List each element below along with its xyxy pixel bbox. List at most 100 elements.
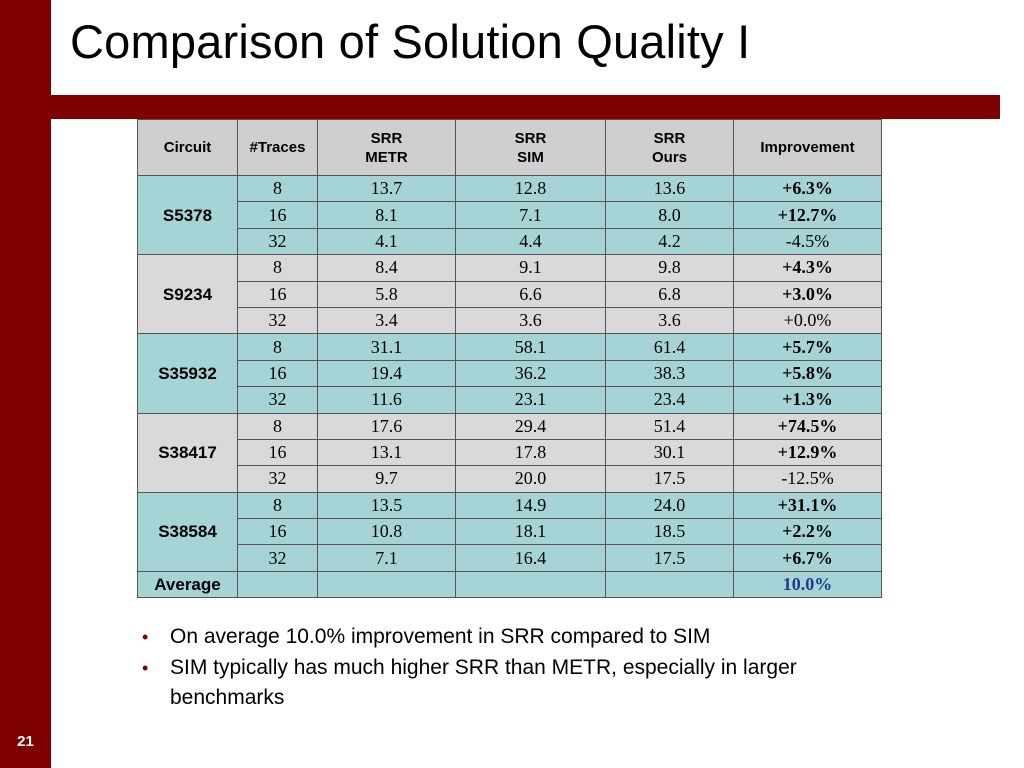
empty-cell — [605, 570, 734, 599]
srr-ours-cell: 23.4 — [605, 386, 734, 414]
table-row: 32 11.6 23.1 23.4 +1.3% — [138, 386, 882, 414]
srr-ours-cell: 18.5 — [605, 518, 734, 546]
srr-ours-cell: 61.4 — [605, 333, 734, 361]
srr-sim-cell: 17.8 — [455, 438, 606, 467]
bullet-icon: • — [142, 627, 149, 647]
table-body: S5378 8 13.7 12.8 13.6 +6.3% 16 8.1 7.1 8.0 +12.7%… — [137, 174, 882, 599]
table-row: 16 19.4 36.2 38.3 +5.8% — [138, 359, 882, 388]
traces-cell: 32 — [237, 465, 318, 493]
srr-metr-cell: 19.4 — [317, 359, 456, 388]
average-label: Average — [137, 570, 238, 599]
table-row: 32 9.7 20.0 17.5 -12.5% — [138, 465, 882, 493]
title-rule — [51, 95, 1000, 119]
bullet-list: • On average 10.0% improvement in SRR com… — [140, 622, 900, 714]
traces-cell: 8 — [237, 333, 318, 361]
bullet-item: • SIM typically has much higher SRR than … — [140, 653, 900, 713]
srr-metr-cell: 13.1 — [317, 438, 456, 467]
srr-metr-cell: 3.4 — [317, 306, 456, 335]
table-row: 32 4.1 4.4 4.2 -4.5% — [138, 227, 882, 256]
srr-metr-cell: 31.1 — [317, 333, 456, 361]
table-row: 16 8.1 7.1 8.0 +12.7% — [138, 201, 882, 229]
improvement-cell: +5.7% — [733, 333, 882, 361]
header-label: SRR Ours — [651, 129, 687, 166]
table-row: 16 13.1 17.8 30.1 +12.9% — [138, 438, 882, 467]
traces-cell: 8 — [237, 174, 318, 203]
improvement-cell: +6.7% — [733, 544, 882, 572]
improvement-cell: +74.5% — [733, 412, 882, 440]
left-accent-bar — [0, 0, 51, 768]
bullet-text: On average 10.0% improvement in SRR comp… — [170, 625, 711, 648]
header-improvement: Improvement — [733, 119, 882, 176]
srr-metr-cell: 7.1 — [317, 544, 456, 572]
header-traces: #Traces — [237, 119, 318, 176]
srr-metr-cell: 17.6 — [317, 412, 456, 440]
traces-cell: 16 — [237, 359, 318, 388]
header-circuit: Circuit — [137, 119, 238, 176]
improvement-cell: -4.5% — [733, 227, 882, 256]
srr-ours-cell: 17.5 — [605, 544, 734, 572]
empty-cell — [237, 570, 318, 599]
table-row: S35932 8 31.1 58.1 61.4 +5.7% — [137, 333, 882, 414]
srr-sim-cell: 14.9 — [455, 491, 606, 520]
srr-metr-cell: 9.7 — [317, 465, 456, 493]
srr-ours-cell: 51.4 — [605, 412, 734, 440]
table-header-row: Circuit #Traces SRR METR SRR SIM SRR Our… — [137, 119, 882, 176]
traces-cell: 16 — [237, 518, 318, 546]
header-label: SRR METR — [365, 129, 408, 166]
average-improvement: 10.0% — [733, 570, 882, 599]
table-row: 16 5.8 6.6 6.8 +3.0% — [138, 280, 882, 308]
improvement-cell: +31.1% — [733, 491, 882, 520]
srr-sim-cell: 4.4 — [455, 227, 606, 256]
srr-sim-cell: 7.1 — [455, 201, 606, 229]
improvement-cell: +2.2% — [733, 518, 882, 546]
bullet-icon: • — [142, 658, 149, 678]
srr-ours-cell: 30.1 — [605, 438, 734, 467]
traces-cell: 32 — [237, 544, 318, 572]
improvement-cell: +6.3% — [733, 174, 882, 203]
average-row: Average 10.0% — [137, 570, 882, 599]
traces-cell: 32 — [237, 386, 318, 414]
table-row: 32 3.4 3.6 3.6 +0.0% — [138, 306, 882, 335]
srr-metr-cell: 4.1 — [317, 227, 456, 256]
improvement-cell: -12.5% — [733, 465, 882, 493]
srr-sim-cell: 16.4 — [455, 544, 606, 572]
table-row: S5378 8 13.7 12.8 13.6 +6.3% — [137, 174, 882, 256]
srr-metr-cell: 5.8 — [317, 280, 456, 308]
traces-cell: 16 — [237, 280, 318, 308]
traces-cell: 32 — [237, 306, 318, 335]
circuit-cell: S38417 — [137, 412, 238, 493]
circuit-cell: S35932 — [137, 333, 238, 414]
empty-cell — [455, 570, 606, 599]
header-srr-ours: SRR Ours — [605, 119, 734, 176]
improvement-cell: +0.0% — [733, 306, 882, 335]
traces-cell: 16 — [237, 438, 318, 467]
srr-ours-cell: 38.3 — [605, 359, 734, 388]
srr-metr-cell: 11.6 — [317, 386, 456, 414]
srr-sim-cell: 3.6 — [455, 306, 606, 335]
srr-ours-cell: 3.6 — [605, 306, 734, 335]
header-label: SRR SIM — [514, 129, 547, 166]
srr-sim-cell: 18.1 — [455, 518, 606, 546]
improvement-cell: +4.3% — [733, 254, 882, 282]
improvement-cell: +3.0% — [733, 280, 882, 308]
srr-sim-cell: 6.6 — [455, 280, 606, 308]
table-row: S38584 8 13.5 14.9 24.0 +31.1% — [137, 491, 882, 572]
bullet-text: SIM typically has much higher SRR than M… — [170, 656, 797, 709]
slide-number: 21 — [17, 733, 34, 750]
bullet-item: • On average 10.0% improvement in SRR com… — [140, 622, 900, 652]
srr-metr-cell: 13.5 — [317, 491, 456, 520]
srr-ours-cell: 13.6 — [605, 174, 734, 203]
header-srr-sim: SRR SIM — [455, 119, 606, 176]
srr-ours-cell: 17.5 — [605, 465, 734, 493]
empty-cell — [317, 570, 456, 599]
traces-cell: 32 — [237, 227, 318, 256]
circuit-cell: S9234 — [137, 254, 238, 335]
srr-ours-cell: 8.0 — [605, 201, 734, 229]
srr-ours-cell: 4.2 — [605, 227, 734, 256]
srr-sim-cell: 12.8 — [455, 174, 606, 203]
slide-title: Comparison of Solution Quality I — [70, 15, 751, 68]
header-label: #Traces — [249, 139, 306, 156]
srr-sim-cell: 9.1 — [455, 254, 606, 282]
srr-metr-cell: 8.1 — [317, 201, 456, 229]
results-table: Circuit #Traces SRR METR SRR SIM SRR Our… — [137, 119, 882, 599]
